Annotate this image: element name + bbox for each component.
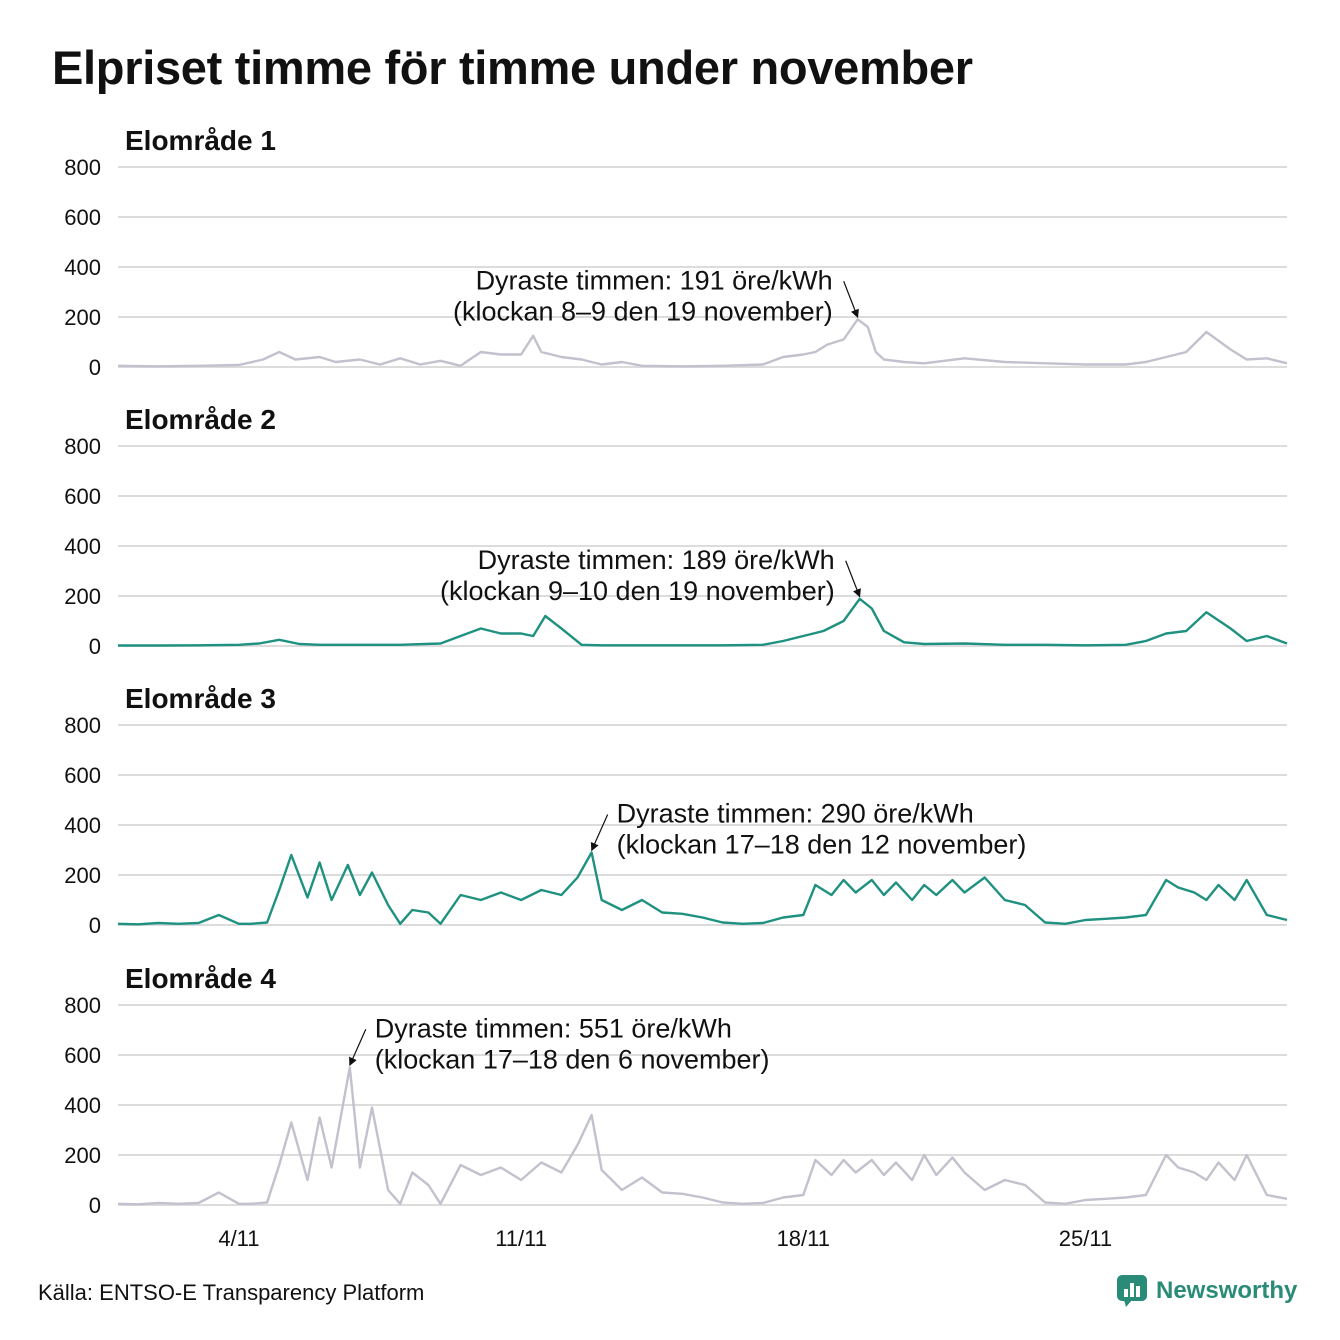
y-tick-label: 800 xyxy=(64,713,101,738)
y-tick-label: 200 xyxy=(64,584,101,609)
panel-title: Elområde 2 xyxy=(125,404,276,435)
y-tick-label: 0 xyxy=(89,1193,101,1218)
panel-title: Elområde 1 xyxy=(125,125,276,156)
panel-title: Elområde 3 xyxy=(125,683,276,714)
chart-panel-2: Elområde 2 0 200 400 600 800 Dyraste timmen: 1… xyxy=(64,404,1288,659)
x-tick-label: 11/11 xyxy=(495,1226,547,1251)
y-tick-label: 400 xyxy=(64,534,101,559)
max-arrow xyxy=(349,1029,367,1067)
max-annotation-line2: (klockan 8–9 den 19 november) xyxy=(453,296,833,326)
chart-panel-3: Elområde 3 0 200 400 600 800 Dyraste timmen: 2… xyxy=(64,683,1288,938)
y-tick-label: 400 xyxy=(64,255,101,280)
brand-name: Newsworthy xyxy=(1156,1277,1298,1304)
max-annotation-line2: (klockan 17–18 den 6 november) xyxy=(375,1044,770,1074)
y-tick-label: 200 xyxy=(64,1143,101,1168)
max-annotation-line1: Dyraste timmen: 551 öre/kWh xyxy=(375,1013,732,1043)
series-line xyxy=(118,597,1288,647)
y-tick-label: 800 xyxy=(64,155,101,180)
max-annotation-line2: (klockan 9–10 den 19 november) xyxy=(440,576,835,606)
max-annotation-line1: Dyraste timmen: 290 öre/kWh xyxy=(617,799,974,829)
chart-panel-1: Elområde 1 0 200 400 600 800 Dyraste timmen: 1… xyxy=(64,125,1288,380)
x-tick-label: 18/11 xyxy=(777,1226,830,1251)
x-tick-label: 4/11 xyxy=(218,1226,259,1251)
y-tick-label: 400 xyxy=(64,1093,101,1118)
max-annotation-line1: Dyraste timmen: 189 öre/kWh xyxy=(478,545,835,575)
y-tick-label: 600 xyxy=(64,205,101,230)
y-tick-label: 800 xyxy=(64,993,101,1018)
max-arrow xyxy=(843,281,859,319)
max-annotation-line1: Dyraste timmen: 191 öre/kWh xyxy=(476,265,833,295)
y-tick-label: 0 xyxy=(89,913,101,938)
panel-title: Elområde 4 xyxy=(125,963,276,994)
max-arrow xyxy=(845,560,861,598)
y-tick-label: 600 xyxy=(64,1043,101,1068)
y-tick-label: 200 xyxy=(64,305,101,330)
y-tick-label: 200 xyxy=(64,863,101,888)
y-tick-label: 0 xyxy=(89,634,101,659)
max-annotation-line2: (klockan 17–18 den 12 november) xyxy=(617,830,1027,860)
max-arrow xyxy=(590,814,609,852)
newsworthy-icon xyxy=(1117,1275,1147,1307)
source-note: Källa: ENTSO-E Transparency Platform xyxy=(38,1280,425,1305)
page-title: Elpriset timme för timme under november xyxy=(52,41,973,94)
y-tick-label: 600 xyxy=(64,763,101,788)
chart-panel-4: Elområde 4 0 200 400 600 800 Dyraste timmen: 5… xyxy=(64,963,1288,1251)
y-tick-label: 0 xyxy=(89,355,101,380)
brand-logo: Newsworthy xyxy=(1116,1274,1297,1308)
series-line xyxy=(117,318,1288,368)
y-tick-label: 600 xyxy=(64,484,101,509)
series-line xyxy=(117,1066,1288,1206)
series-line xyxy=(117,851,1288,926)
x-tick-label: 25/11 xyxy=(1059,1226,1112,1251)
y-tick-label: 800 xyxy=(64,434,101,459)
y-tick-label: 400 xyxy=(64,813,101,838)
